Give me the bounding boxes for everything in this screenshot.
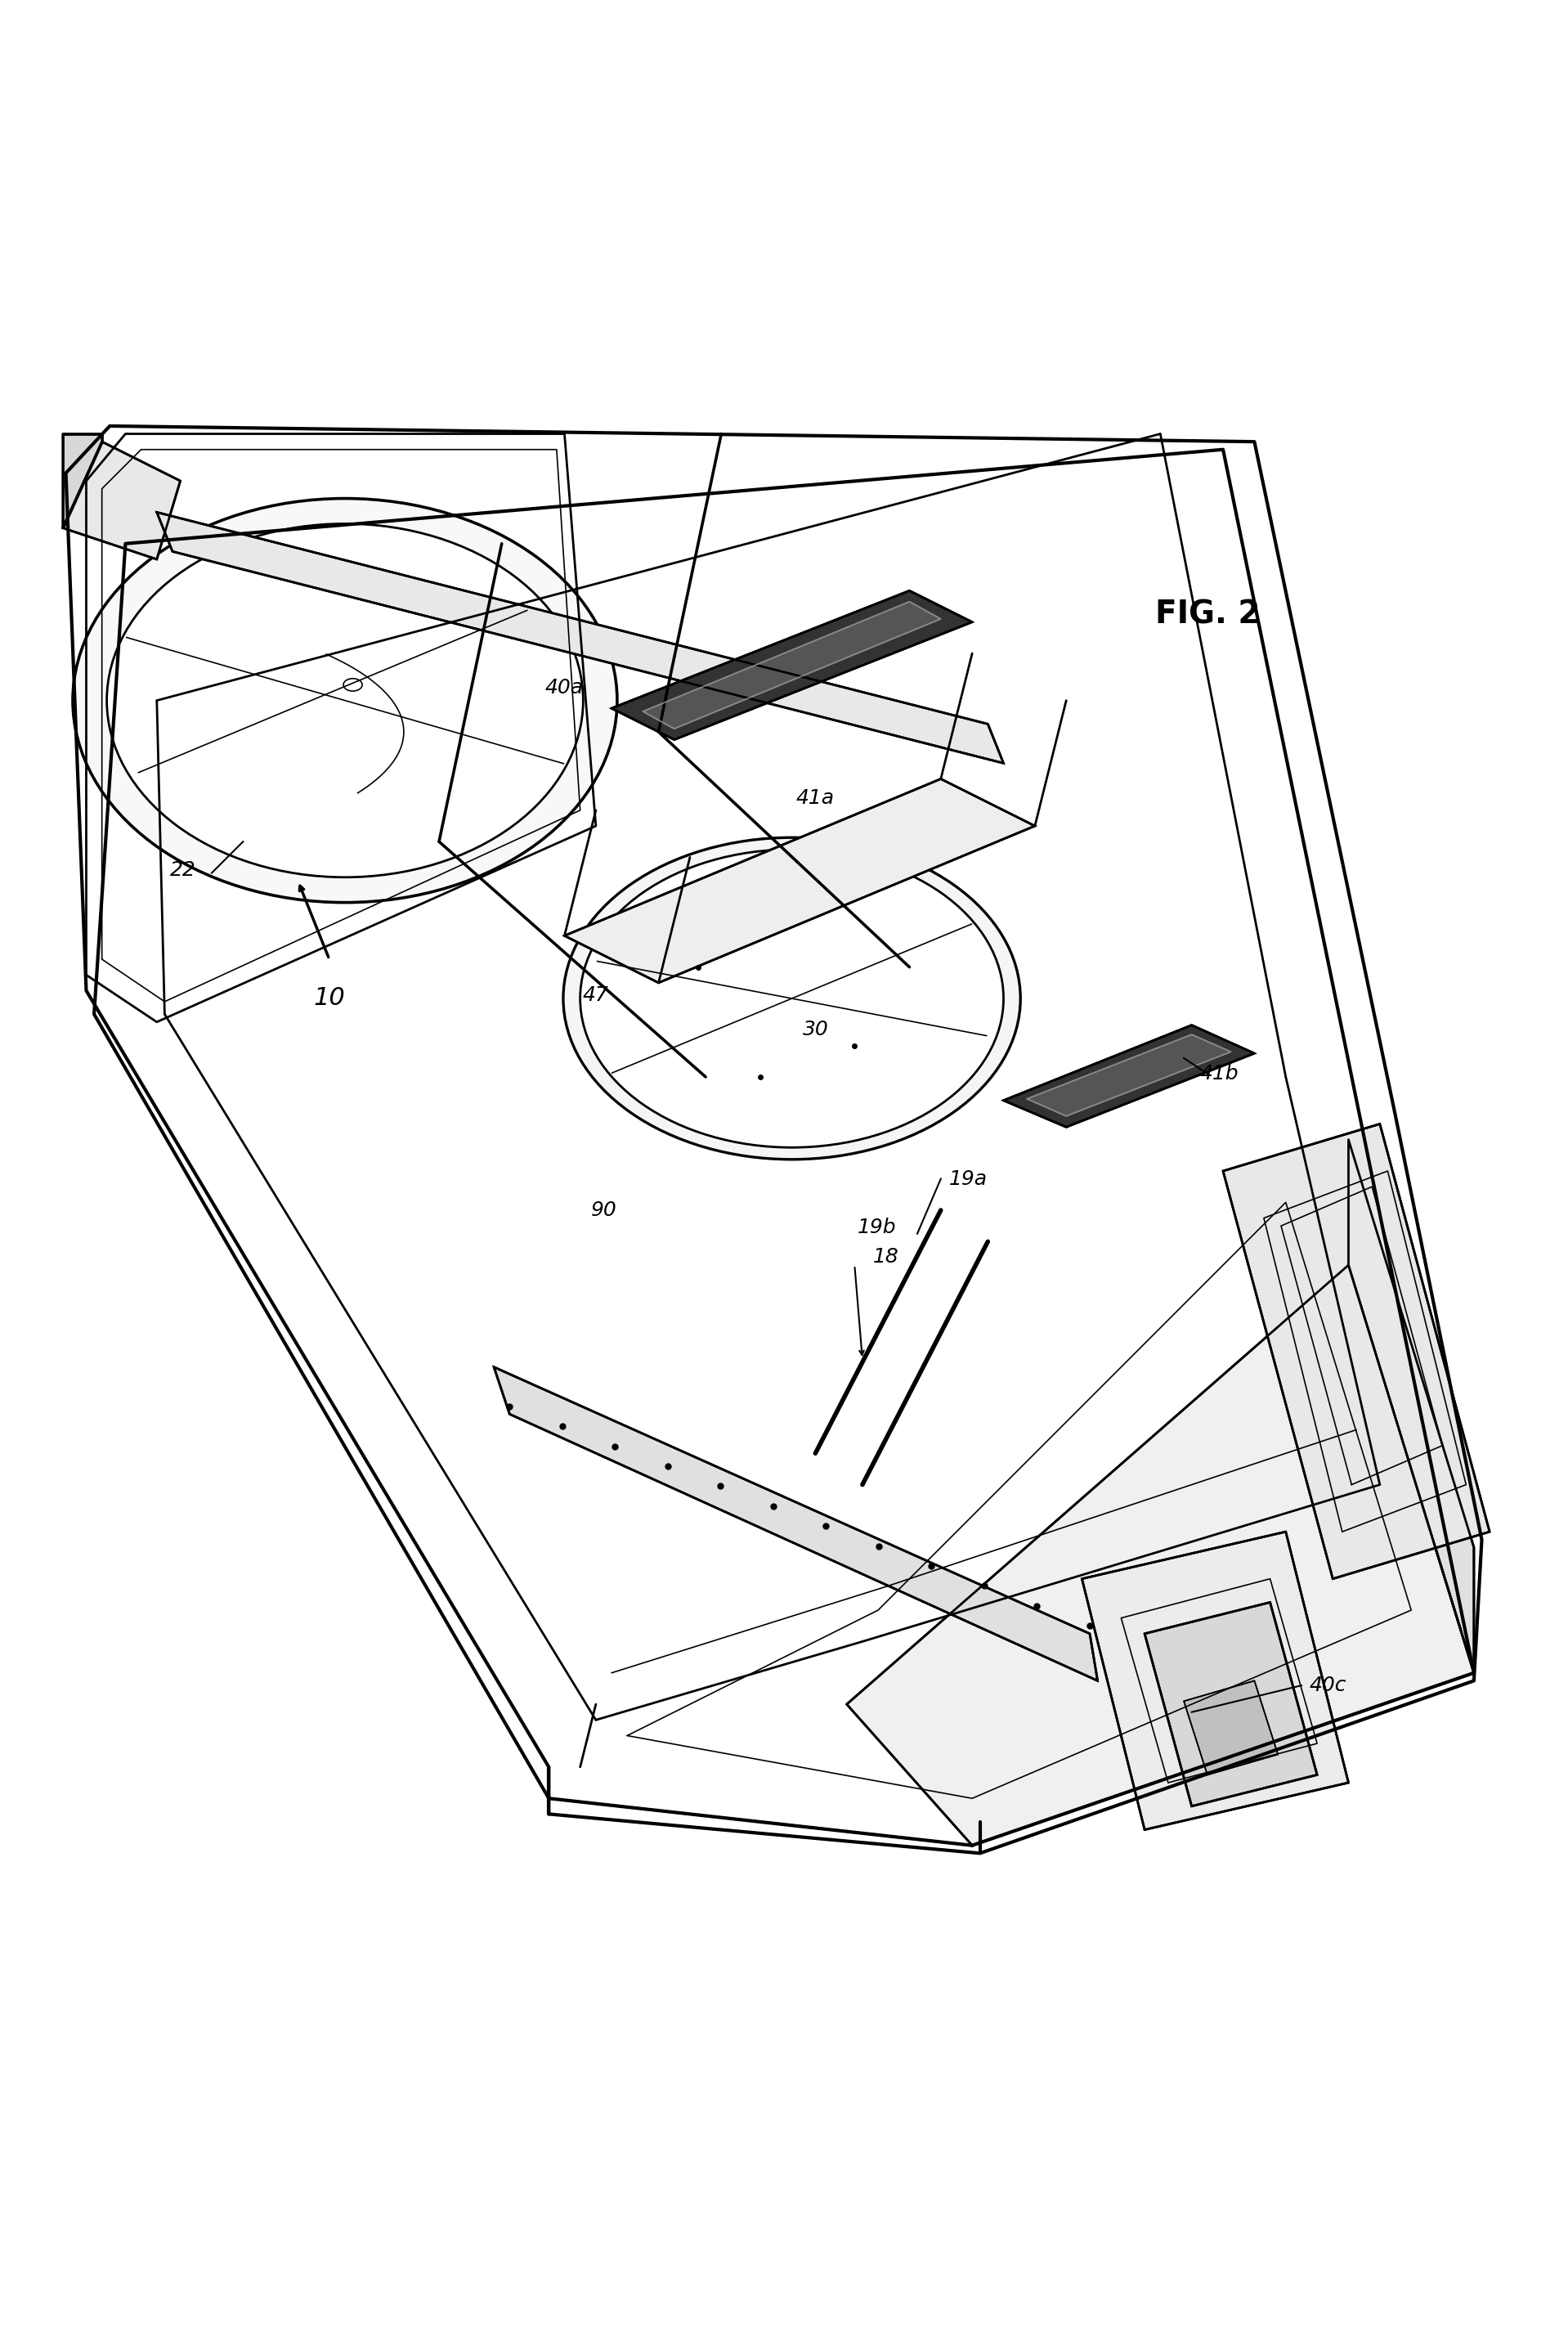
Text: 22: 22: [169, 860, 196, 881]
Polygon shape: [847, 1265, 1474, 1845]
Polygon shape: [1082, 1532, 1348, 1829]
Polygon shape: [1145, 1602, 1317, 1806]
Text: 19a: 19a: [949, 1169, 988, 1190]
Text: 90: 90: [591, 1201, 616, 1220]
Ellipse shape: [580, 850, 1004, 1148]
Polygon shape: [643, 602, 941, 728]
Polygon shape: [157, 513, 1004, 763]
Polygon shape: [494, 1368, 1098, 1682]
Polygon shape: [63, 443, 180, 560]
Text: 40a: 40a: [546, 679, 583, 698]
Ellipse shape: [107, 525, 583, 878]
Text: 41b: 41b: [1200, 1063, 1239, 1084]
Polygon shape: [1223, 1124, 1490, 1579]
Polygon shape: [564, 780, 1035, 984]
Text: 10: 10: [314, 986, 345, 1009]
Text: 47: 47: [583, 986, 608, 1005]
Text: FIG. 2: FIG. 2: [1156, 600, 1259, 630]
Polygon shape: [1004, 1026, 1254, 1127]
Polygon shape: [1348, 1141, 1474, 1672]
Polygon shape: [63, 433, 102, 527]
Polygon shape: [612, 590, 972, 740]
Ellipse shape: [72, 499, 618, 902]
Text: 19b: 19b: [858, 1218, 897, 1237]
Polygon shape: [1027, 1035, 1231, 1117]
Text: 30: 30: [803, 1021, 828, 1040]
Text: 40c: 40c: [1309, 1675, 1347, 1696]
Text: 41a: 41a: [797, 787, 834, 808]
Text: 18: 18: [873, 1248, 898, 1267]
Polygon shape: [1184, 1682, 1278, 1775]
Ellipse shape: [563, 838, 1021, 1159]
